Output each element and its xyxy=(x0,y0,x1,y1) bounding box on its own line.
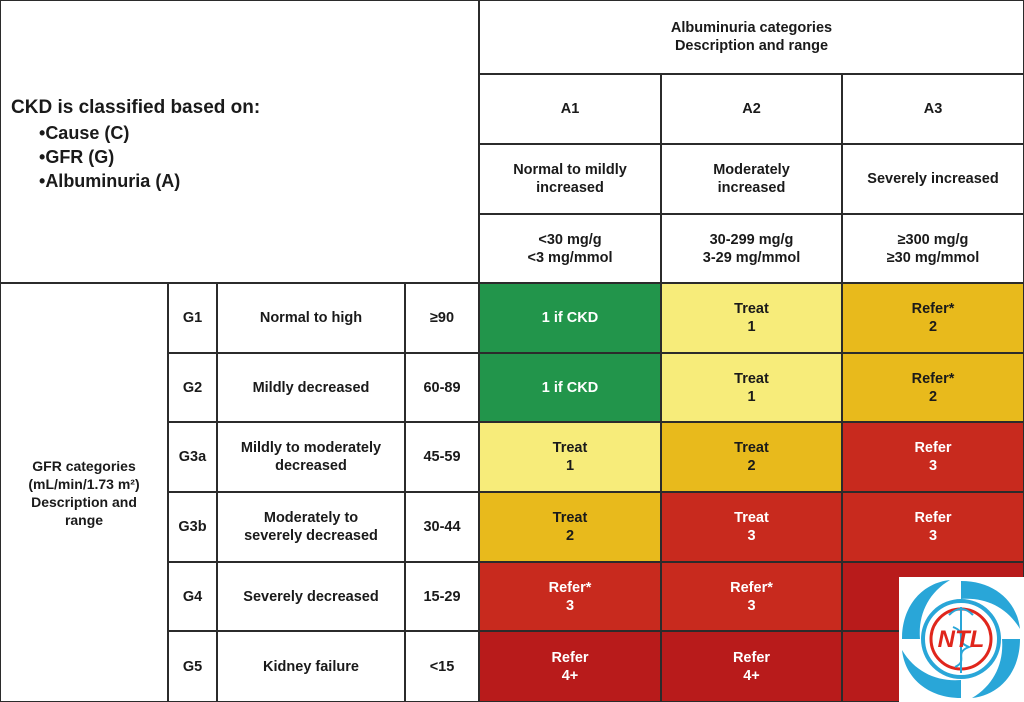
intro-lead: CKD is classified based on: xyxy=(11,97,261,118)
risk-g3b-a1: Treat 2 xyxy=(479,492,661,562)
g4-description: Severely decreased xyxy=(217,562,405,631)
a1-description: Normal to mildly increased xyxy=(479,144,661,214)
albuminuria-header: Albuminuria categories Description and r… xyxy=(479,0,1024,74)
ntl-logo: NTL xyxy=(899,577,1024,702)
risk-g1-a1: 1 if CKD xyxy=(479,283,661,353)
g5-description: Kidney failure xyxy=(217,631,405,702)
g1-code: G1 xyxy=(168,283,217,353)
g3b-description: Moderately to severely decreased xyxy=(217,492,405,562)
intro-bullet-cause: Cause (C) xyxy=(39,121,478,145)
risk-g3a-a2: Treat 2 xyxy=(661,422,842,492)
g3a-description: Mildly to moderately decreased xyxy=(217,422,405,492)
risk-g4-a1: Refer* 3 xyxy=(479,562,661,631)
a2-range: 30-299 mg/g 3-29 mg/mmol xyxy=(661,214,842,283)
a1-range: <30 mg/g <3 mg/mmol xyxy=(479,214,661,283)
a3-description: Severely increased xyxy=(842,144,1024,214)
g4-code: G4 xyxy=(168,562,217,631)
g1-range: ≥90 xyxy=(405,283,479,353)
intro-bullet-gfr: GFR (G) xyxy=(39,145,478,169)
logo-text: NTL xyxy=(938,626,985,653)
g2-code: G2 xyxy=(168,353,217,422)
g5-range: <15 xyxy=(405,631,479,702)
risk-g2-a3: Refer* 2 xyxy=(842,353,1024,422)
caduceus-icon xyxy=(948,607,974,673)
g3a-code: G3a xyxy=(168,422,217,492)
g1-description: Normal to high xyxy=(217,283,405,353)
a3-code: A3 xyxy=(842,74,1024,144)
g5-code: G5 xyxy=(168,631,217,702)
risk-g1-a3: Refer* 2 xyxy=(842,283,1024,353)
risk-g2-a1: 1 if CKD xyxy=(479,353,661,422)
ntl-logo-graphic: NTL xyxy=(902,580,1020,698)
intro-bullet-albuminuria: Albuminuria (A) xyxy=(39,169,478,193)
intro-panel: CKD is classified based on: Cause (C) GF… xyxy=(0,0,479,283)
risk-g3b-a3: Refer 3 xyxy=(842,492,1024,562)
a3-range: ≥300 mg/g ≥30 mg/mmol xyxy=(842,214,1024,283)
g4-range: 15-29 xyxy=(405,562,479,631)
a1-code: A1 xyxy=(479,74,661,144)
g3b-code: G3b xyxy=(168,492,217,562)
g2-description: Mildly decreased xyxy=(217,353,405,422)
risk-g5-a2: Refer 4+ xyxy=(661,631,842,702)
risk-g4-a2: Refer* 3 xyxy=(661,562,842,631)
risk-g2-a2: Treat 1 xyxy=(661,353,842,422)
risk-g1-a2: Treat 1 xyxy=(661,283,842,353)
risk-g3b-a2: Treat 3 xyxy=(661,492,842,562)
gfr-header: GFR categories (mL/min/1.73 m²) Descript… xyxy=(0,283,168,702)
risk-g3a-a1: Treat 1 xyxy=(479,422,661,492)
a2-code: A2 xyxy=(661,74,842,144)
risk-g5-a1: Refer 4+ xyxy=(479,631,661,702)
risk-g3a-a3: Refer 3 xyxy=(842,422,1024,492)
g3a-range: 45-59 xyxy=(405,422,479,492)
g3b-range: 30-44 xyxy=(405,492,479,562)
intro-list: Cause (C) GFR (G) Albuminuria (A) xyxy=(11,121,478,193)
swirl-icon xyxy=(902,580,1020,698)
g2-range: 60-89 xyxy=(405,353,479,422)
a2-description: Moderately increased xyxy=(661,144,842,214)
gfr-header-label: GFR categories (mL/min/1.73 m²) Descript… xyxy=(28,457,140,528)
